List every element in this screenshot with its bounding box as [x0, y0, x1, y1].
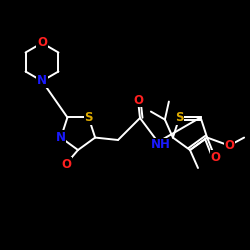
- Text: N: N: [56, 131, 66, 144]
- Text: O: O: [37, 36, 47, 50]
- Text: O: O: [61, 158, 71, 170]
- Text: O: O: [133, 94, 143, 106]
- Text: S: S: [175, 111, 184, 124]
- Text: O: O: [210, 151, 220, 164]
- Text: N: N: [37, 74, 47, 88]
- Text: NH: NH: [151, 138, 171, 151]
- Text: O: O: [224, 139, 234, 152]
- Text: S: S: [84, 111, 93, 124]
